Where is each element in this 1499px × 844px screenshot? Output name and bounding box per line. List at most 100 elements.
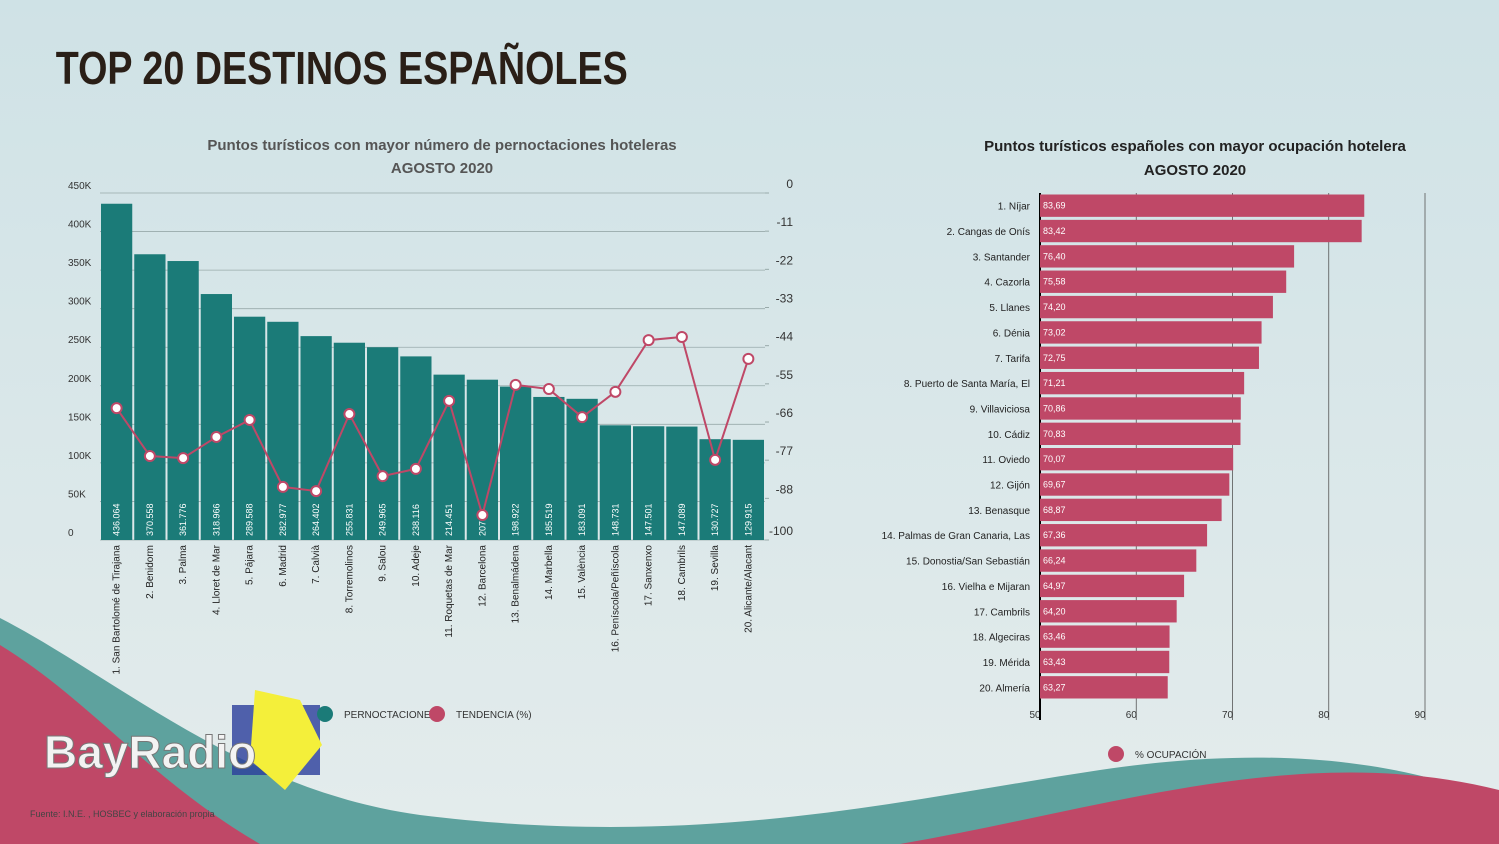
- y2-tick-label: -22: [776, 253, 794, 267]
- data-label: 63,27: [1043, 682, 1066, 692]
- y-tick-label: 6. Dénia: [993, 328, 1031, 339]
- x-tick-label: 19. Sevilla: [710, 545, 721, 592]
- y-tick-label: 14. Palmas de Gran Canaria, Las: [882, 531, 1030, 542]
- bar: [1040, 219, 1362, 243]
- y-tick-label: 250K: [68, 335, 92, 346]
- legend-swatch: [317, 706, 333, 722]
- x-tick-label: 4. Lloret de Mar: [211, 544, 222, 615]
- bar: [267, 321, 299, 540]
- data-label: 148.731: [610, 503, 620, 536]
- wave-teal: [0, 618, 1499, 844]
- y-tick-label: 300K: [68, 297, 92, 308]
- source: Fuente: I.N.E. , HOSBEC y elaboración pr…: [30, 809, 215, 819]
- x-tick-label: 16. Peníscola/Peñíscola: [610, 545, 621, 653]
- x-tick-label: 12. Barcelona: [477, 545, 488, 607]
- y-tick-label: 13. Benasque: [968, 506, 1030, 517]
- data-label: 64,20: [1043, 606, 1066, 616]
- point: [343, 408, 356, 421]
- bar: [1040, 270, 1287, 293]
- legend-swatch: [429, 706, 445, 722]
- bar: [1040, 321, 1262, 344]
- bar: [1040, 245, 1295, 268]
- point: [376, 470, 389, 483]
- x-tick-label: 18. Cambrils: [677, 545, 688, 601]
- x-tick-label: 15. València: [577, 545, 588, 600]
- bar: [599, 425, 631, 540]
- x-tick-label: 10. Adeje: [411, 545, 422, 587]
- x-tick-label: 11. Roquetas de Mar: [444, 544, 455, 637]
- line: [115, 335, 750, 519]
- point: [642, 334, 655, 347]
- legend-label: % OCUPACIÓN: [1135, 748, 1207, 761]
- bar: [333, 342, 365, 540]
- data-label: 70,86: [1043, 403, 1066, 413]
- bar: [666, 426, 698, 540]
- data-label: 72,75: [1043, 353, 1066, 363]
- x-tick-label: 9. Salou: [378, 545, 389, 582]
- point: [243, 413, 256, 426]
- y-tick-label: 400K: [68, 220, 92, 231]
- y-tick-label: 9. Villaviciosa: [970, 404, 1031, 415]
- y-tick-label: 200K: [68, 374, 92, 385]
- bar: [1040, 346, 1259, 369]
- data-label: 264.402: [311, 503, 321, 536]
- data-label: 67,36: [1043, 530, 1066, 540]
- bar: [1040, 676, 1168, 699]
- data-label: 255.831: [344, 503, 354, 536]
- point: [110, 402, 123, 415]
- y-tick-label: 100K: [68, 451, 92, 462]
- x-tick-label: 5. Pájara: [245, 545, 256, 585]
- data-label: 147.501: [644, 503, 654, 536]
- data-label: 370.558: [145, 503, 155, 536]
- data-label: 147.089: [677, 503, 687, 536]
- y-tick-label: 350K: [68, 258, 92, 269]
- y2-tick-label: -55: [776, 368, 794, 382]
- data-label: 207.9: [477, 513, 487, 536]
- logo: BayRadio: [44, 726, 256, 778]
- y-tick-label: 16. Vielha e Mijaran: [942, 582, 1030, 593]
- data-label: 63,46: [1043, 632, 1066, 642]
- data-label: 183.091: [577, 503, 587, 536]
- bar: [1040, 473, 1230, 496]
- bar: [167, 261, 199, 540]
- legend-label: PERNOCTACIONES: [344, 710, 437, 721]
- data-label: 70,07: [1043, 454, 1066, 464]
- y-tick-label: 8. Puerto de Santa María, El: [904, 379, 1030, 390]
- data-label: 63,43: [1043, 657, 1066, 667]
- bar: [1040, 194, 1365, 217]
- y-tick-label: 15. Donostia/San Sebastián: [906, 557, 1030, 568]
- page-title: TOP 20 DESTINOS ESPAÑOLES: [56, 42, 628, 93]
- data-label: 66,24: [1043, 556, 1066, 566]
- bar: [234, 316, 266, 540]
- data-label: 74,20: [1043, 302, 1066, 312]
- y2-tick-label: -66: [776, 406, 794, 420]
- y-tick-label: 11. Oviedo: [982, 455, 1030, 466]
- y-tick-label: 20. Almería: [979, 683, 1030, 694]
- x-tick-label: 80: [1318, 710, 1330, 721]
- bar: [101, 203, 133, 540]
- y-tick-label: 12. Gijón: [990, 481, 1030, 492]
- data-label: 129.915: [743, 503, 753, 536]
- y-tick-label: 50K: [68, 489, 86, 500]
- bar: [500, 386, 532, 540]
- point: [675, 331, 688, 344]
- data-label: 68,87: [1043, 505, 1066, 515]
- y2-tick-label: -44: [776, 330, 794, 344]
- y2-tick-label: -88: [776, 482, 794, 496]
- bar: [1040, 448, 1234, 471]
- data-label: 69,67: [1043, 480, 1066, 490]
- point: [476, 509, 489, 522]
- data-label: 64,97: [1043, 581, 1066, 591]
- y2-tick-label: -11: [777, 215, 794, 229]
- bar: [1040, 625, 1170, 648]
- data-label: 83,42: [1043, 226, 1066, 236]
- bar: [533, 396, 565, 540]
- chart-subtitle: AGOSTO 2020: [391, 160, 493, 177]
- x-tick-label: 20. Alicante/Alacant: [743, 545, 754, 633]
- point: [409, 462, 422, 475]
- point: [210, 430, 223, 443]
- wave-pink-left: [0, 645, 260, 844]
- logo-icon: [232, 690, 322, 790]
